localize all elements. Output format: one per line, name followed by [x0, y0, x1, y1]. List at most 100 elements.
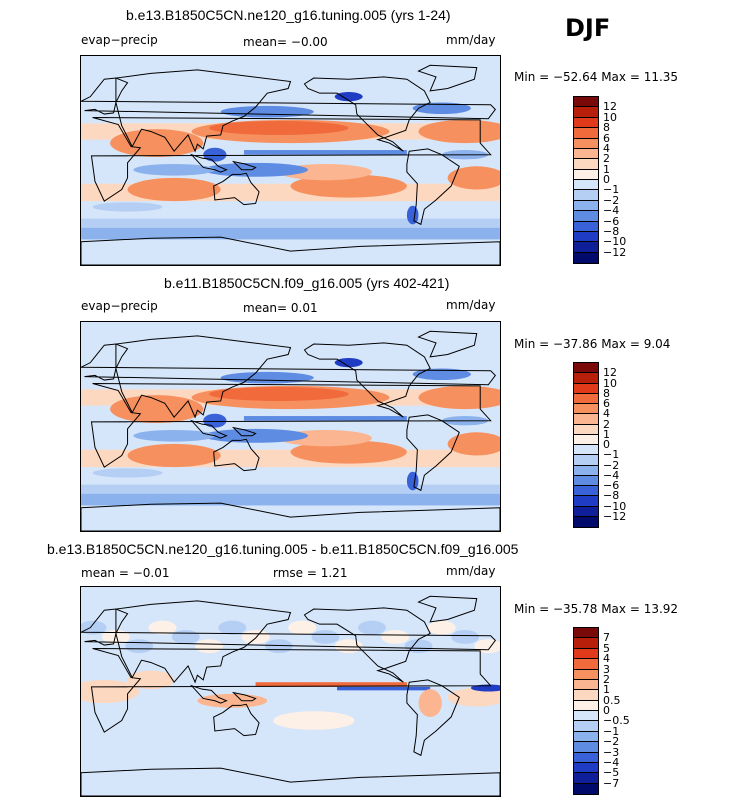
colorbar-tick-label: −1 — [603, 724, 620, 738]
colorbar-tick-label: −10 — [603, 235, 627, 249]
colorbar-tick-label: 12 — [603, 366, 617, 380]
colorbar-tick-label: 0 — [603, 438, 610, 451]
coastline — [90, 383, 492, 468]
colorbar-swatch — [574, 148, 598, 160]
panel3-colorbar — [573, 627, 599, 795]
field-blob — [209, 387, 349, 401]
field-blob — [334, 357, 363, 368]
field-blob — [412, 368, 471, 381]
coastline — [303, 342, 431, 418]
colorbar-swatch — [574, 190, 598, 201]
coastline — [417, 330, 478, 358]
field-band — [243, 416, 407, 421]
panel3-mean: mean = −0.01 — [81, 566, 170, 580]
coastline — [406, 414, 460, 492]
field-blob — [404, 639, 433, 654]
colorbar-tick-label: −6 — [603, 479, 620, 492]
field-band — [255, 682, 407, 687]
colorbar-swatch — [574, 159, 598, 170]
field-blob — [358, 620, 386, 635]
colorbar-tick-label: −2 — [603, 735, 620, 749]
colorbar-swatch — [574, 169, 598, 180]
field-blob — [127, 177, 221, 202]
colorbar-swatch — [574, 128, 598, 139]
colorbar-swatch — [574, 404, 598, 415]
colorbar-swatch — [574, 97, 598, 108]
colorbar-tick-label: 2 — [603, 417, 610, 431]
colorbar-swatch — [574, 659, 598, 670]
field-blob — [451, 629, 480, 644]
colorbar-tick-label: −6 — [603, 214, 620, 228]
coastline — [231, 691, 257, 702]
colorbar-tick-label: 0 — [603, 173, 610, 186]
colorbar-tick-label: 7 — [603, 631, 610, 645]
colorbar-swatch — [574, 506, 598, 517]
field-blob — [203, 162, 308, 177]
colorbar-swatch — [574, 496, 598, 507]
colorbar-tick-label: −4 — [603, 468, 620, 482]
coastline — [90, 648, 492, 733]
colorbar-tick-label: −1 — [603, 448, 620, 462]
panel3-title: b.e13.B1850C5CN.ne120_g16.tuning.005 - b… — [47, 541, 519, 557]
colorbar-tick-label: −12 — [603, 245, 627, 259]
coastline — [81, 77, 497, 120]
colorbar-swatch — [574, 107, 598, 118]
colorbar-swatch — [574, 211, 598, 222]
colorbar-tick-label: 0 — [603, 704, 610, 717]
colorbar-swatch — [574, 721, 598, 732]
field-blob — [209, 121, 349, 135]
field-blob — [241, 629, 270, 644]
field-blob — [418, 119, 500, 144]
field-blob — [412, 102, 471, 115]
colorbar-tick-label: −1 — [603, 183, 620, 197]
colorbar-swatch — [574, 679, 598, 691]
coastline — [115, 600, 292, 684]
coastline — [189, 419, 228, 439]
colorbar-tick-label: 10 — [603, 376, 617, 390]
field-band — [81, 227, 500, 240]
colorbar-swatch — [574, 690, 598, 701]
colorbar-swatch — [574, 669, 598, 680]
panel1-map-svg — [81, 56, 500, 265]
field-blob — [470, 684, 500, 692]
field-blob — [447, 688, 500, 707]
colorbar-tick-label: −3 — [603, 745, 620, 759]
field-blob — [447, 432, 500, 456]
colorbar-swatch — [574, 221, 598, 232]
field-blob — [418, 385, 500, 410]
colorbar-tick-label: 3 — [603, 662, 610, 676]
panel2-minmax: Min = −37.86 Max = 9.04 — [514, 337, 671, 351]
colorbar-tick-label: 4 — [603, 407, 610, 421]
field-blob — [288, 620, 317, 635]
colorbar-tick-label: −10 — [603, 499, 627, 513]
field-blob — [203, 147, 227, 162]
coastline — [81, 767, 500, 796]
field-blob — [220, 105, 314, 118]
coastline — [115, 335, 292, 419]
colorbar-tick-label: 1 — [603, 427, 610, 441]
colorbar-tick-label: −2 — [603, 193, 620, 207]
field-blob — [406, 471, 419, 491]
colorbar-swatch — [574, 731, 598, 743]
colorbar-swatch — [574, 475, 598, 486]
field-blob — [92, 202, 163, 212]
field-blob — [218, 620, 247, 635]
panel1-map — [80, 55, 501, 266]
colorbar-swatch — [574, 700, 598, 711]
field-blob — [110, 129, 204, 158]
colorbar-tick-label: 2 — [603, 152, 610, 166]
colorbar-tick-label: 0.5 — [603, 693, 621, 707]
colorbar-swatch — [574, 628, 598, 639]
panel2-title: b.e11.B1850C5CN.f09_g16.005 (yrs 402-421… — [164, 275, 450, 291]
colorbar-swatch — [574, 516, 598, 527]
coastline — [189, 153, 228, 173]
field-blob — [203, 413, 227, 428]
colorbar-swatch — [574, 648, 598, 660]
panel1-title: b.e13.B1850C5CN.ne120_g16.tuning.005 (yr… — [126, 7, 451, 23]
colorbar-tick-label: 1 — [603, 683, 610, 697]
colorbar-swatch — [574, 180, 598, 191]
panel1-units: mm/day — [446, 33, 496, 47]
coastline — [81, 236, 500, 265]
field-blob — [171, 629, 200, 644]
panel1-variable: evap−precip — [81, 33, 158, 47]
